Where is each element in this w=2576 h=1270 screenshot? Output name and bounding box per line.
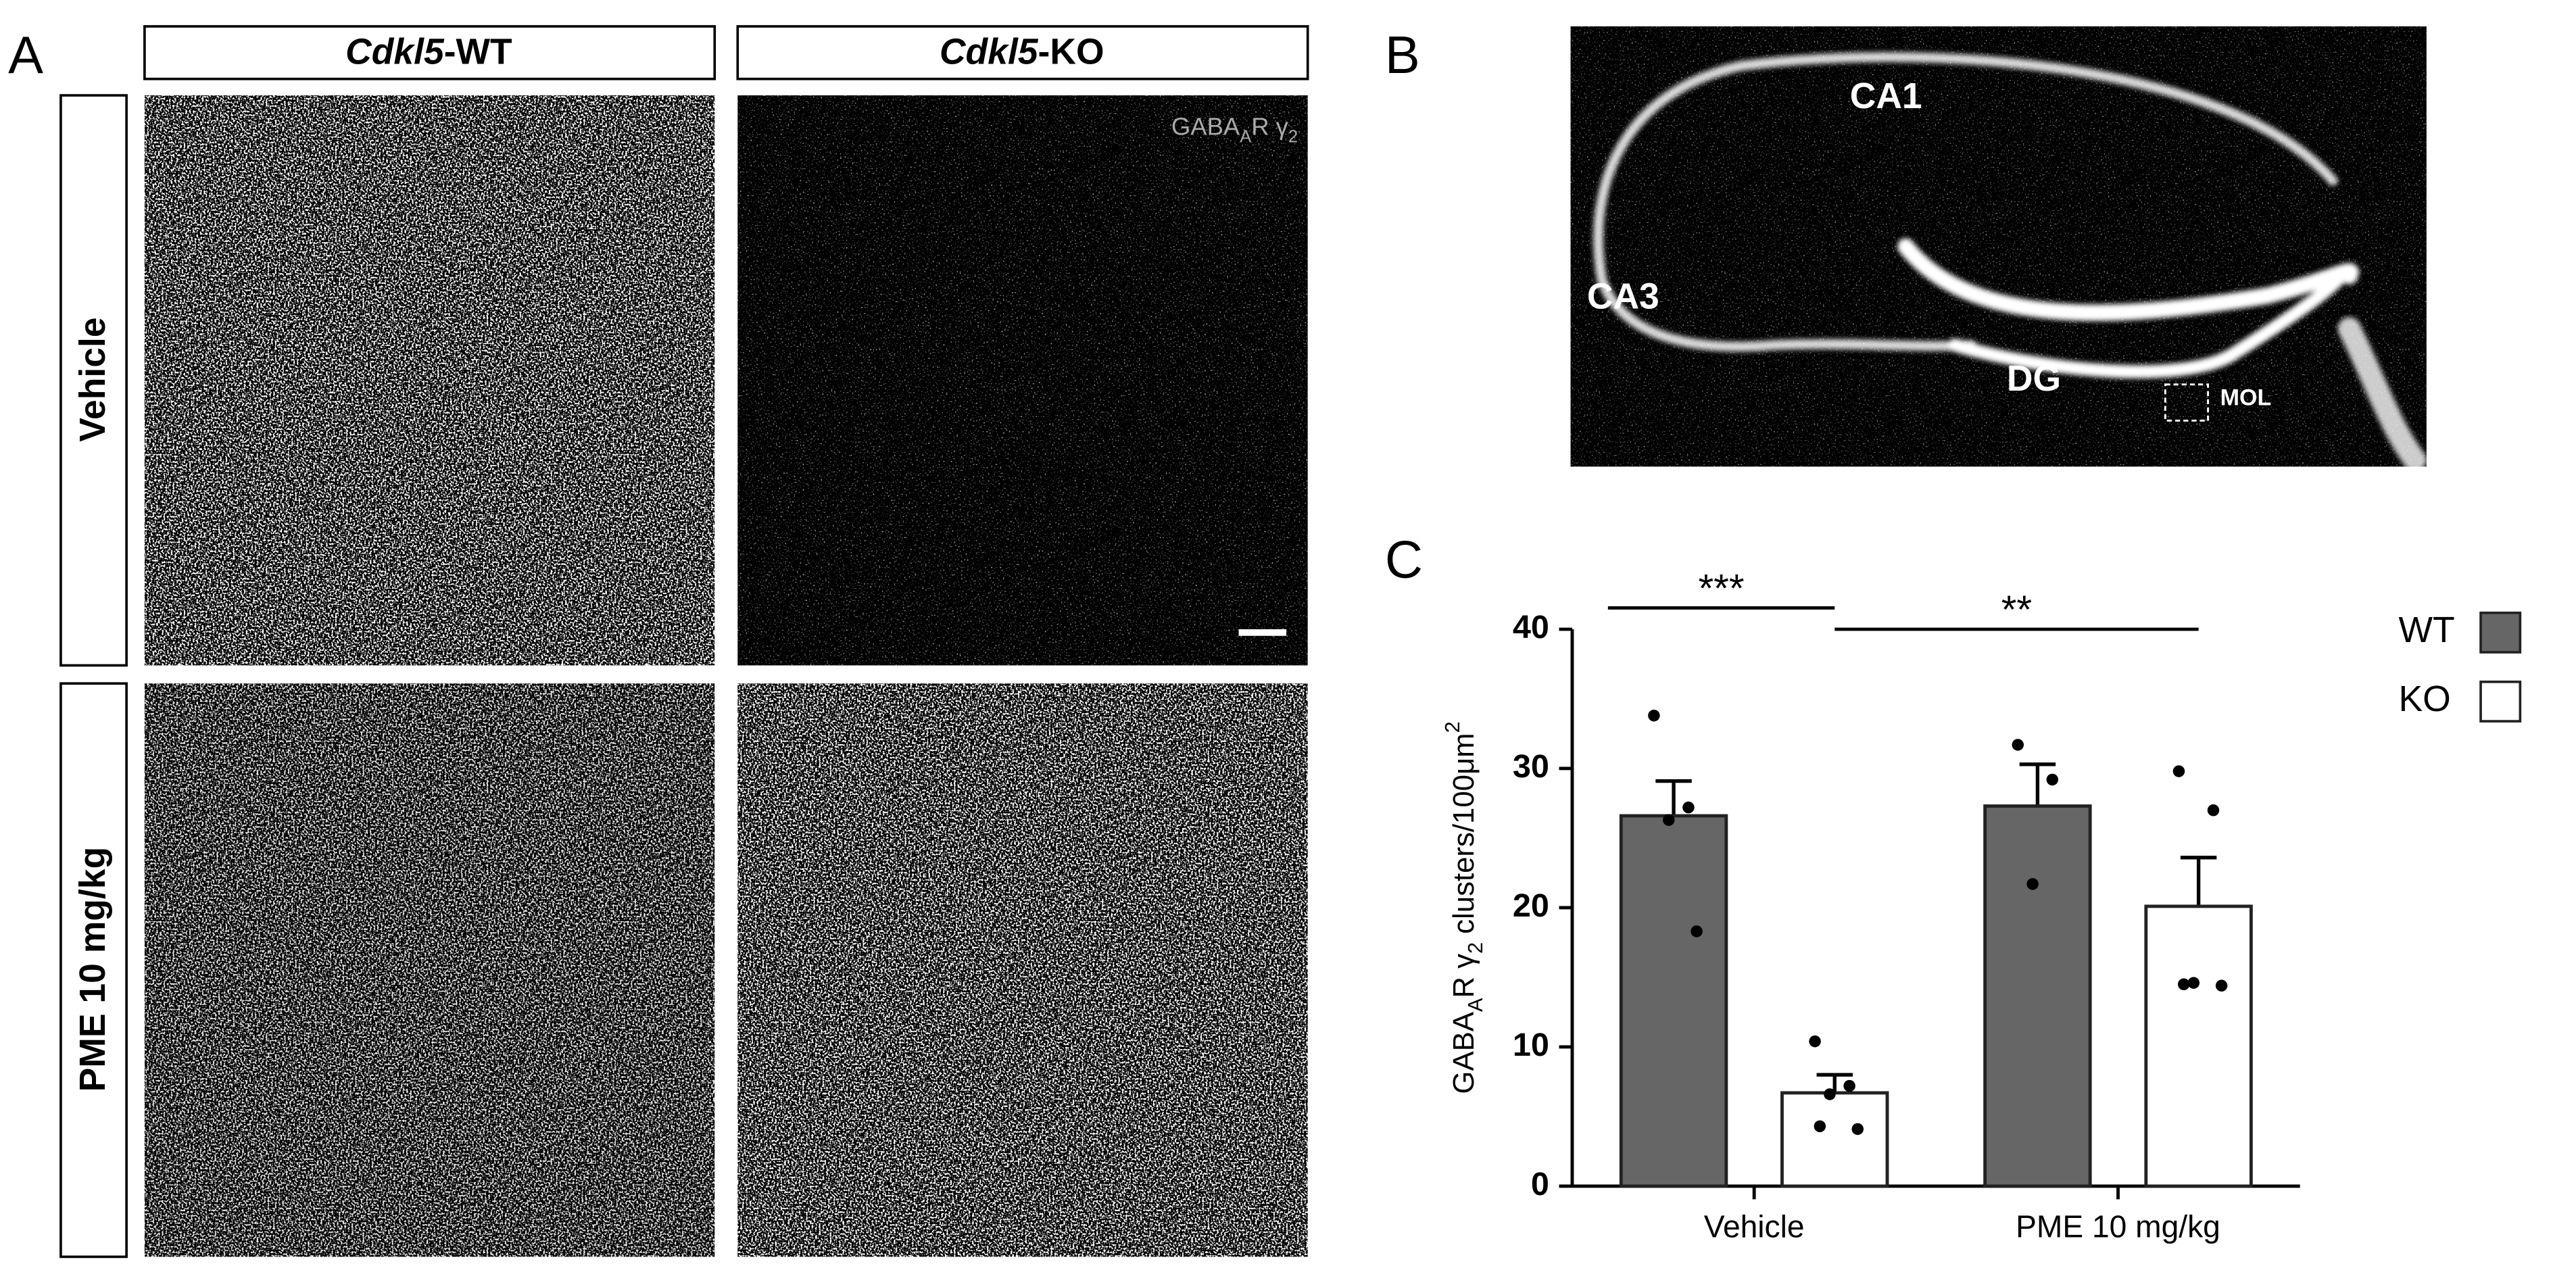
y-axis-label: GABAAR γ2 clusters/100μm2	[1441, 721, 1487, 1094]
row-header: PME 10 mg/kg	[73, 847, 113, 1092]
row-header-box	[59, 94, 128, 667]
data-point	[1682, 801, 1695, 814]
region-label: MOL	[2220, 385, 2272, 411]
panel-label: A	[8, 26, 43, 84]
y-tick-label: 20	[1513, 887, 1549, 924]
region-label: CA3	[1587, 277, 1659, 317]
y-tick-label: 30	[1513, 748, 1549, 785]
text-segment: R γ	[1251, 112, 1288, 140]
column-header: Cdkl5-KO	[940, 32, 1104, 72]
text-segment: 2	[1464, 942, 1487, 954]
roi-box	[2164, 383, 2210, 422]
text-segment: 2	[1288, 127, 1298, 146]
bar	[1983, 804, 2092, 1188]
data-point	[2177, 978, 2190, 991]
y-tick-label: 10	[1513, 1027, 1549, 1063]
data-point	[2187, 977, 2200, 989]
legend-label: WT	[2399, 610, 2455, 650]
text-segment: A	[1240, 127, 1251, 146]
bar	[1619, 814, 1728, 1188]
legend-swatch	[2479, 611, 2522, 654]
micrograph	[144, 683, 715, 1257]
row-header: Vehicle	[73, 317, 113, 441]
panel-label: B	[1385, 26, 1420, 84]
data-point	[2046, 773, 2059, 786]
data-point	[1691, 925, 1703, 937]
text-segment: GABA	[1447, 1011, 1480, 1094]
data-point	[1824, 1088, 1836, 1100]
column-header: Cdkl5-WT	[345, 32, 512, 72]
legend-swatch	[2479, 680, 2522, 723]
text-segment: clusters/100μm	[1447, 733, 1480, 942]
y-tick-label: 40	[1513, 609, 1549, 645]
bar	[2144, 904, 2253, 1188]
data-point	[2172, 765, 2185, 777]
data-point	[1851, 1123, 1864, 1135]
significance-label: **	[2001, 588, 2032, 632]
micrograph	[737, 95, 1308, 666]
column-header-box	[143, 25, 716, 80]
bar	[1780, 1091, 1889, 1188]
x-tick-label: Vehicle	[1704, 1208, 1805, 1244]
y-tick-label: 0	[1531, 1166, 1549, 1202]
data-point	[1648, 709, 1660, 722]
column-header-box	[736, 25, 1309, 80]
micrograph	[737, 683, 1308, 1257]
data-point	[1809, 1035, 1821, 1048]
data-point	[1663, 814, 1675, 826]
region-label: DG	[2007, 359, 2061, 399]
hippocampus-image	[1570, 26, 2427, 472]
text-segment: A	[1464, 998, 1487, 1012]
x-tick-label: PME 10 mg/kg	[2016, 1208, 2220, 1244]
data-point	[2215, 979, 2228, 992]
micrograph	[144, 95, 715, 666]
panel-label: C	[1385, 531, 1423, 589]
text-segment: GABA	[1171, 112, 1240, 140]
text-segment: R γ	[1447, 954, 1480, 998]
data-point	[2012, 739, 2024, 751]
stain-label: GABAAR γ2	[1171, 112, 1298, 146]
significance-label: ***	[1698, 566, 1744, 610]
row-header-box	[59, 682, 128, 1259]
data-point	[1843, 1079, 1855, 1092]
legend-label: KO	[2399, 679, 2451, 719]
data-point	[2207, 804, 2220, 816]
data-point	[1814, 1120, 1826, 1133]
text-segment: 2	[1441, 721, 1464, 733]
region-label: CA1	[1850, 76, 1922, 116]
data-point	[2026, 878, 2039, 890]
